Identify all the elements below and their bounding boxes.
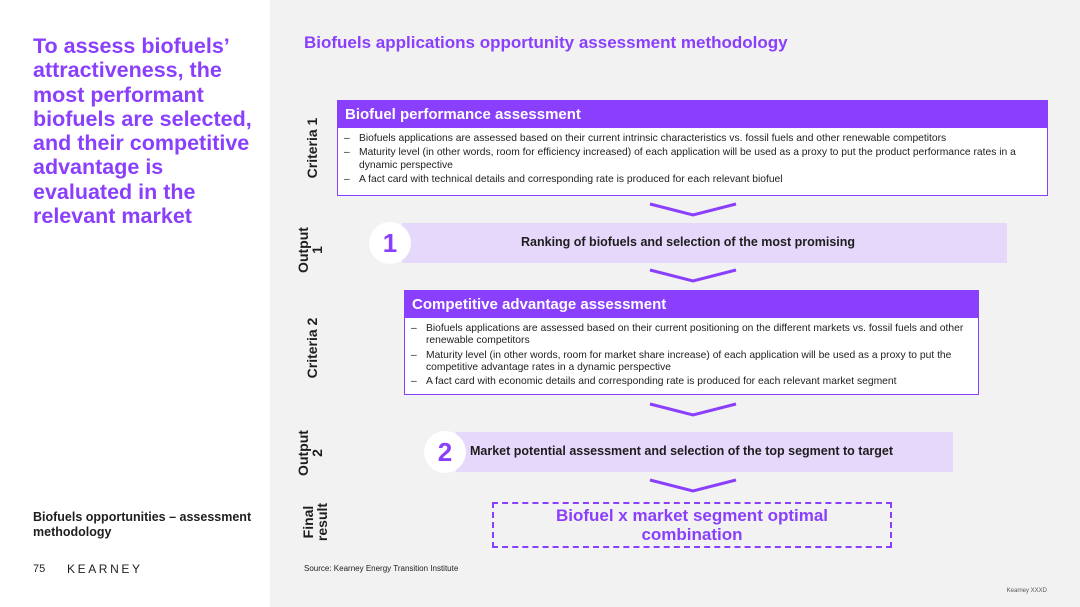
slide-title: Biofuels applications opportunity assess… [304,33,788,52]
bullet-text: A fact card with technical details and c… [359,173,783,185]
criteria-2-box: Competitive advantage assessment – Biofue… [404,290,979,395]
bullet-dash: – [411,349,417,361]
output-2-label: Output 2 [295,418,326,488]
bullet-text: Maturity level (in other words, room for… [426,349,952,373]
page-number: 75 [33,563,46,575]
criteria-2-label-text: Criteria 2 [304,317,320,379]
bullet-dash: – [344,173,350,185]
criteria-1-box: Biofuel performance assessment – Biofuels… [337,100,1048,196]
list-item: – A fact card with technical details and … [344,174,1039,186]
final-result-label-line2: result [314,502,330,542]
output-2-bar: Market potential assessment and selectio… [456,432,953,472]
criteria-1-label: Criteria 1 [304,98,320,198]
output-1-text: Ranking of biofuels and selection of the… [521,235,856,249]
source-note: Source: Kearney Energy Transition Instit… [304,564,459,573]
bullet-dash: – [411,376,417,388]
output-2-label-line1: Output [295,430,311,476]
headline: To assess biofuels’ attractiveness, the … [33,34,252,229]
final-result-label-line1: Final [300,505,316,539]
bullet-text: Biofuels applications are assessed based… [359,133,947,144]
output-2-number: 2 [424,431,466,473]
output-1-bar: Ranking of biofuels and selection of the… [402,223,1007,263]
bullet-dash: – [411,323,417,334]
chevron-down-icon [649,402,737,417]
criteria-2-title: Competitive advantage assessment [405,291,978,318]
chevron-down-icon [649,478,737,493]
footer-mark: Kearney XXXD [1006,588,1047,594]
final-result-line2: combination [641,525,743,544]
list-item: – A fact card with economic details and c… [411,376,970,388]
final-result-box: Biofuel x market segment optimal combina… [492,502,892,548]
kearney-logo: KEARNEY [67,562,143,576]
criteria-1-title: Biofuel performance assessment [338,101,1047,128]
left-panel: To assess biofuels’ attractiveness, the … [0,0,270,607]
list-item: – Biofuels applications are assessed base… [411,323,970,348]
chevron-down-icon [649,268,737,283]
output-2-text: Market potential assessment and selectio… [470,444,894,458]
criteria-2-label: Criteria 2 [304,298,320,398]
criteria-1-bullets: – Biofuels applications are assessed base… [338,128,1047,192]
bullet-text: Maturity level (in other words, room for… [359,147,1016,171]
criteria-2-bullets: – Biofuels applications are assessed base… [405,318,978,394]
chevron-down-icon [649,202,737,217]
final-result-line1: Biofuel x market segment optimal [555,506,829,525]
bullet-text: Biofuels applications are assessed based… [426,323,964,347]
bullet-dash: – [344,133,350,144]
output-2-label-line2: 2 [309,449,325,457]
bullet-text: A fact card with economic details and co… [426,376,897,388]
output-1-number: 1 [369,222,411,264]
deck-title: Biofuels opportunities – assessment meth… [33,510,252,539]
list-item: – Maturity level (in other words, room fo… [411,350,970,375]
list-item: – Maturity level (in other words, room fo… [344,147,1039,172]
criteria-1-label-text: Criteria 1 [304,117,320,179]
output-1-label-line2: 1 [309,246,325,254]
list-item: – Biofuels applications are assessed base… [344,133,1039,145]
output-1-label: Output 1 [295,215,326,285]
final-result-label: Final result [300,497,331,547]
output-1-label-line1: Output [295,227,311,273]
bullet-dash: – [344,147,350,159]
